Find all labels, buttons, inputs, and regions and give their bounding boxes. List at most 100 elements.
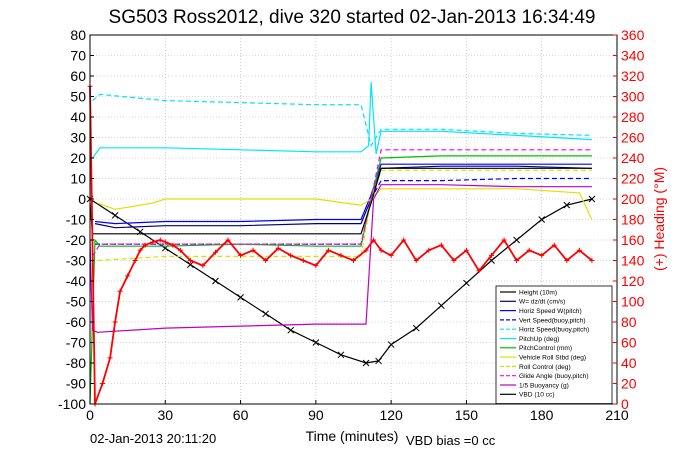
- y-tick-label: 50: [70, 89, 86, 105]
- y-tick-label: 0: [78, 191, 86, 207]
- heading-point: [125, 273, 131, 279]
- height-marker: [312, 339, 320, 346]
- height-marker: [463, 279, 470, 287]
- y-tick-label: 80: [70, 27, 86, 43]
- footer-timestamp: 02-Jan-2013 20:11:20: [90, 431, 216, 446]
- height-marker: [588, 195, 596, 203]
- heading-point: [526, 247, 532, 253]
- y2-tick-label: 360: [621, 27, 645, 43]
- y2-tick-label: 0: [621, 396, 629, 412]
- y2-tick-label: 260: [621, 130, 645, 146]
- heading-point: [107, 355, 113, 361]
- height-marker: [513, 236, 520, 244]
- series-line-4: [92, 93, 592, 148]
- x-tick-label: 90: [308, 407, 324, 423]
- y2-tick-label: 200: [621, 191, 645, 207]
- heading-point: [200, 263, 206, 269]
- heading-point: [157, 237, 163, 243]
- series-line-7: [97, 188, 593, 220]
- chart-title: SG503 Ross2012, dive 320 started 02-Jan-…: [109, 7, 596, 28]
- legend-label: VBD (10 cc): [519, 392, 555, 399]
- y2-tick-label: 280: [621, 109, 645, 125]
- height-marker: [362, 359, 370, 367]
- heading-point: [263, 258, 269, 263]
- y2-tick-label: 140: [621, 253, 645, 269]
- heading-point: [275, 245, 281, 251]
- y-axis-ticks: 80 70 60 50 40 30 20 10 0 -10 -20 -30 -40 -50 -60 -70 -8…: [58, 27, 94, 412]
- y2-axis-ticks: 3603403203002802602402202001801601401201…: [613, 27, 645, 412]
- height-marker: [212, 277, 219, 285]
- y-tick-label: 30: [70, 130, 86, 146]
- y2-tick-label: 300: [621, 89, 645, 105]
- y-tick-label: 70: [70, 48, 86, 64]
- y2-tick-label: 340: [621, 48, 645, 64]
- heading-point: [288, 252, 294, 258]
- heading-point: [300, 258, 306, 263]
- x-tick-label: 30: [157, 407, 173, 423]
- y2-tick-label: 320: [621, 68, 645, 84]
- height-marker: [287, 326, 295, 334]
- heading-point: [489, 252, 495, 258]
- heading-point: [225, 237, 231, 243]
- x-tick-label: 60: [233, 407, 249, 423]
- heading-point: [132, 258, 138, 263]
- heading-point: [451, 258, 457, 263]
- y-tick-label: 10: [70, 171, 86, 187]
- y-tick-label: -80: [66, 355, 86, 371]
- heading-point: [351, 258, 356, 263]
- series-line-5: [92, 82, 592, 159]
- height-marker: [412, 324, 420, 332]
- heading-point: [371, 237, 377, 243]
- legend-label: Horiz Speed W(pitch): [519, 308, 582, 315]
- legend-label: Roll Control (deg): [519, 364, 571, 371]
- heading-point: [378, 247, 384, 253]
- y2-axis-label: (+) Heading (°M): [651, 167, 667, 271]
- x-tick-label: 120: [379, 407, 403, 423]
- series-line-9: [91, 149, 592, 257]
- y-tick-label: 20: [70, 150, 86, 166]
- y2-tick-label: 180: [621, 212, 645, 228]
- heading-point: [112, 319, 118, 325]
- height-marker: [237, 294, 244, 301]
- height-marker: [563, 201, 571, 209]
- heading-point: [363, 247, 369, 253]
- plot-series: [86, 82, 596, 407]
- y-tick-label: -60: [66, 314, 86, 330]
- y-tick-label: -20: [66, 232, 86, 248]
- legend-label: Horiz Speed(buoy,pitch): [519, 327, 589, 334]
- legend-label: Height (10m): [519, 289, 557, 296]
- heading-point: [338, 252, 344, 258]
- height-marker: [387, 341, 395, 348]
- y-tick-label: -30: [66, 253, 86, 269]
- heading-point: [150, 239, 156, 245]
- y-tick-label: -40: [66, 273, 86, 289]
- heading-point: [117, 288, 123, 294]
- heading-point: [438, 242, 444, 248]
- x-tick-label: 150: [455, 407, 479, 423]
- legend-label: Glide Angle (buoy,pitch): [519, 373, 589, 380]
- x-tick-label: 0: [86, 407, 94, 423]
- legend-label: 1/5 Buoyancy (g): [519, 382, 569, 389]
- y-tick-label: -50: [66, 294, 86, 310]
- heading-point: [250, 247, 256, 253]
- y-tick-label: -90: [66, 376, 86, 392]
- heading-point: [413, 258, 419, 263]
- heading-point: [100, 381, 106, 386]
- y2-tick-label: 40: [621, 355, 637, 371]
- legend-label: Vehicle Roll Stbd (deg): [519, 355, 586, 362]
- x-axis-ticks: 0 30 60 90 120 150 180 210: [86, 400, 629, 423]
- y-tick-label: -70: [66, 335, 86, 351]
- y-tick-label: 40: [70, 109, 86, 125]
- heading-point: [589, 258, 595, 263]
- series-line-8: [97, 169, 592, 262]
- x-tick-label: 210: [605, 407, 629, 423]
- heading-point: [170, 242, 176, 248]
- height-marker: [437, 302, 445, 309]
- y2-tick-label: 60: [621, 335, 637, 351]
- heading-point: [514, 258, 520, 263]
- heading-point: [142, 242, 148, 248]
- series-line-2: [94, 163, 592, 225]
- legend: Height (10m) W= dz/dt (cm/s) Horiz Speed W…: [495, 285, 613, 404]
- legend-label: PitchControl (mm): [519, 345, 572, 352]
